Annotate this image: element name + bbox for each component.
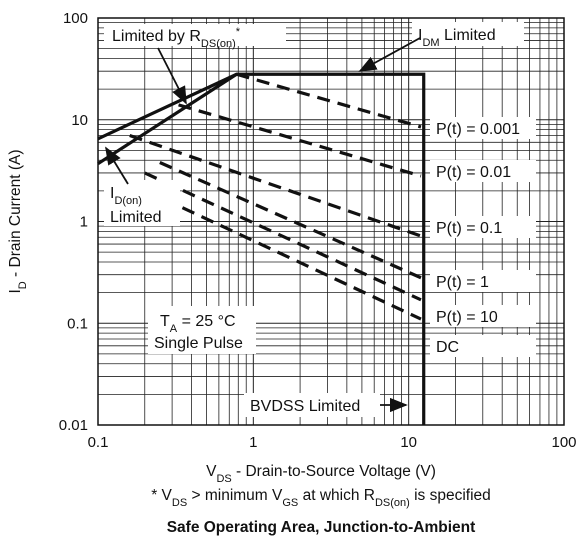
series-4	[129, 133, 422, 238]
arrow-idon	[105, 146, 129, 185]
plot-frame	[97, 17, 565, 426]
label-pt: P(t) = 0.1	[436, 220, 502, 237]
label-bg-rds	[104, 24, 286, 46]
y-tick-label: 10	[71, 112, 88, 129]
label-bg-pt	[430, 216, 536, 238]
series-5	[159, 161, 422, 280]
label-bvdss: BVDSS Limited	[250, 398, 360, 415]
series-0	[97, 72, 238, 166]
y-axis-label: ID - Drain Current (A)	[7, 149, 29, 293]
label-bg-pt	[430, 305, 536, 327]
label-bg-pt	[430, 270, 536, 292]
x-axis-label: VDS - Drain-to-Source Voltage (V)	[206, 463, 436, 485]
label-bg-ta	[148, 306, 256, 354]
label-idon-2: Limited	[110, 209, 162, 226]
series-6	[144, 171, 422, 302]
arrow-idm	[358, 37, 421, 72]
x-tick-label: 10	[400, 434, 417, 451]
label-bg-pt	[430, 117, 536, 139]
x-tick-label: 1	[249, 434, 257, 451]
arrow-rds	[157, 47, 187, 105]
label-idon-1: ID(on)	[110, 185, 142, 207]
label-bg-bvdss	[244, 393, 380, 417]
label-ta: TA = 25 °C	[160, 313, 236, 335]
y-tick-label: 1	[80, 214, 88, 231]
y-tick-label: 0.1	[67, 315, 88, 332]
label-bg-idm	[412, 22, 524, 46]
label-bg-pt	[430, 160, 536, 182]
series-3	[178, 103, 422, 178]
label-single-pulse: Single Pulse	[154, 335, 243, 352]
label-bg-idon	[104, 180, 180, 226]
y-tick-label: 0.01	[59, 417, 88, 434]
chart-title: Safe Operating Area, Junction-to-Ambient	[167, 519, 476, 536]
series-2	[236, 72, 422, 129]
label-pt: P(t) = 10	[436, 309, 498, 326]
label-pt: P(t) = 1	[436, 274, 489, 291]
label-rds-limited: Limited by RDS(on)*	[112, 26, 241, 50]
x-tick-label: 0.1	[88, 434, 109, 451]
annotations: Limited by RDS(on)* IDM Limited ID(on) Limi…	[104, 22, 536, 417]
x-tick-label: 100	[551, 434, 576, 451]
label-pt: P(t) = 0.01	[436, 164, 511, 181]
label-idm-limited: IDM Limited	[418, 27, 496, 49]
curves	[97, 72, 426, 425]
footnote: * VDS > minimum VGS at which RDS(on) is …	[151, 487, 491, 509]
label-bg-pt	[430, 335, 536, 357]
label-pt: P(t) = 0.001	[436, 121, 520, 138]
y-tick-label: 100	[63, 10, 88, 27]
label-pt: DC	[436, 339, 459, 356]
series-1	[97, 72, 426, 425]
